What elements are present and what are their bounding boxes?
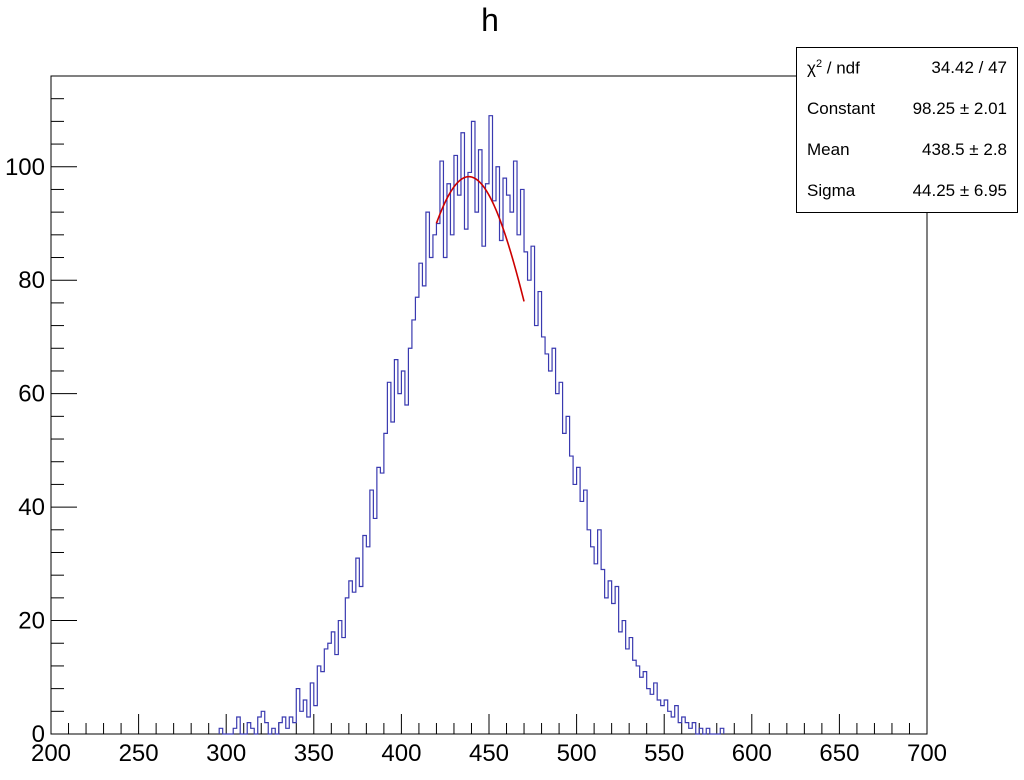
stats-row-mean: Mean 438.5 ± 2.8 — [807, 136, 1007, 164]
x-tick-label: 700 — [907, 740, 947, 767]
y-tick-label: 40 — [18, 494, 45, 521]
stats-row-constant: Constant 98.25 ± 2.01 — [807, 95, 1007, 123]
x-tick-label: 550 — [644, 740, 684, 767]
y-tick-label: 20 — [18, 608, 45, 635]
stats-chi2-sup: 2 — [815, 57, 823, 70]
x-tick-label: 250 — [119, 740, 159, 767]
stats-sigma-value: 44.25 ± 6.95 — [912, 181, 1007, 200]
x-tick-label: 400 — [381, 740, 421, 767]
stats-chi2-value: 34.42 / 47 — [931, 58, 1007, 77]
stats-row-sigma: Sigma 44.25 ± 6.95 — [807, 177, 1007, 205]
stats-chi2-symbol: χ — [807, 58, 816, 78]
y-tick-label: 80 — [18, 267, 45, 294]
y-tick-label: 60 — [18, 381, 45, 408]
stats-mean-value: 438.5 ± 2.8 — [922, 140, 1007, 159]
y-axis-ticks: 0 20 40 60 80 100 — [5, 75, 77, 748]
stats-box: χ2 / ndf 34.42 / 47 Constant 98.25 ± 2.0… — [796, 47, 1018, 213]
stats-row-chi2: χ2 / ndf 34.42 / 47 — [807, 54, 1007, 82]
histogram-outline — [218, 115, 725, 735]
stats-chi2-label: χ2 / ndf — [807, 58, 860, 79]
x-tick-label: 350 — [294, 740, 334, 767]
stats-mean-label: Mean — [807, 140, 850, 159]
stats-sigma-label: Sigma — [807, 181, 856, 200]
chart-title: h — [481, 2, 499, 38]
x-tick-label: 600 — [732, 740, 772, 767]
x-tick-label: 200 — [31, 740, 71, 767]
fit-curve-group — [435, 175, 525, 302]
histogram-series — [218, 115, 725, 735]
x-axis-ticks: 200 250 300 350 400 450 500 550 600 650 700 — [31, 714, 947, 767]
y-tick-label: 100 — [5, 154, 45, 181]
x-tick-label: 300 — [206, 740, 246, 767]
x-tick-label: 650 — [819, 740, 859, 767]
x-tick-label: 500 — [557, 740, 597, 767]
stats-chi2-rest: / ndf — [822, 58, 860, 78]
x-tick-label: 450 — [469, 740, 509, 767]
stats-constant-value: 98.25 ± 2.01 — [912, 99, 1007, 118]
y-tick-label: 0 — [32, 721, 45, 748]
stats-constant-label: Constant — [807, 99, 876, 118]
fit-curve — [435, 175, 525, 302]
